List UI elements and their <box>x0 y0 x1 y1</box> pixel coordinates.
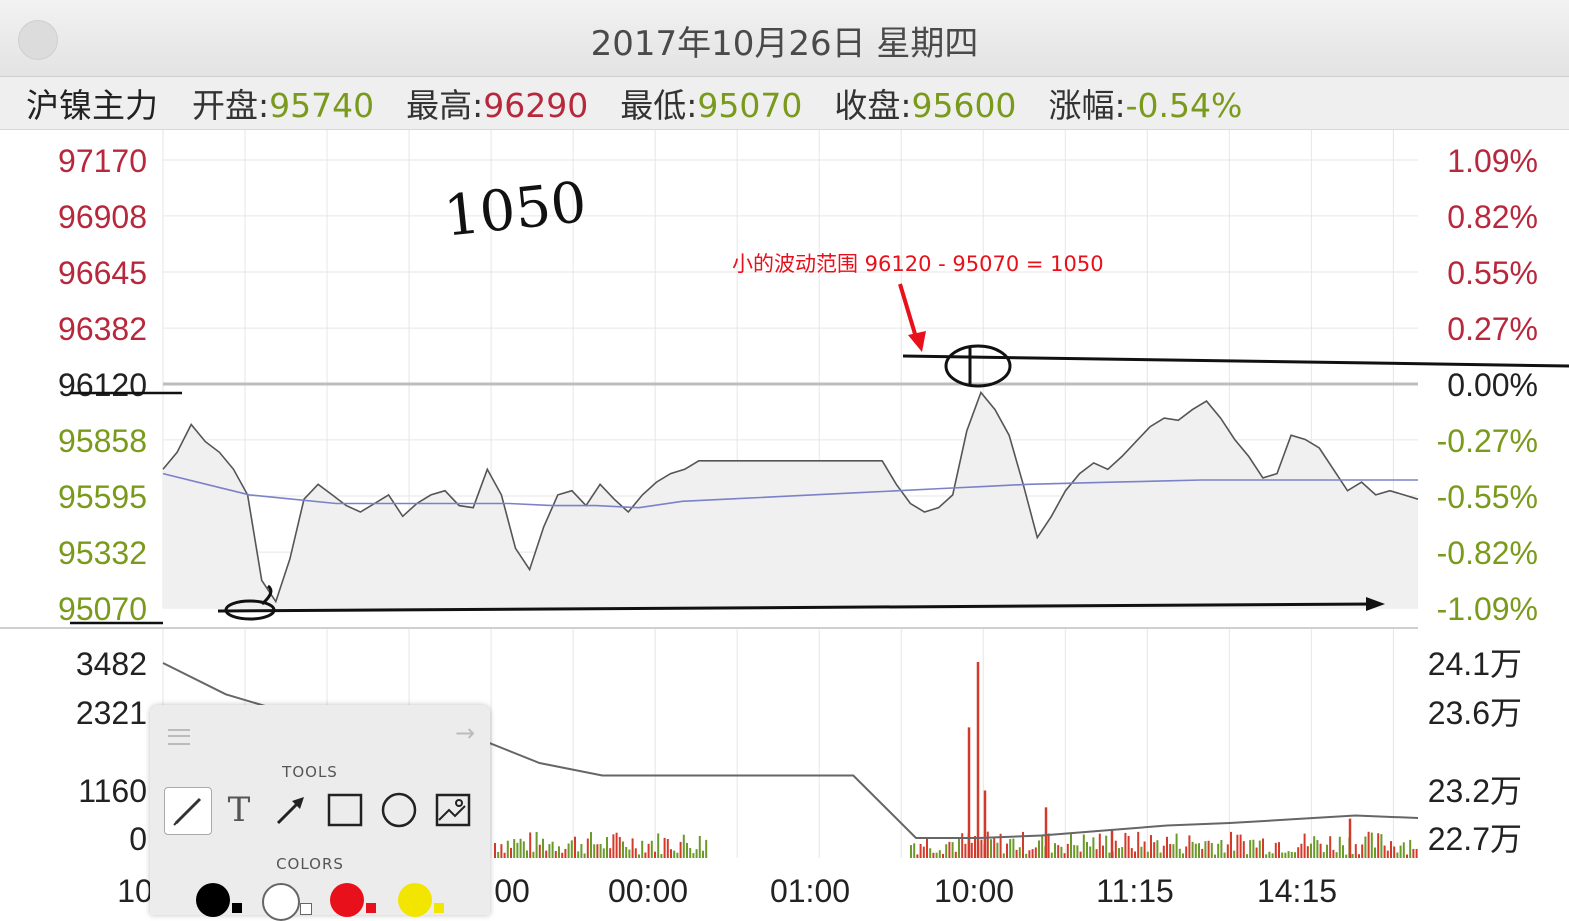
average-price-line <box>162 472 1418 509</box>
high-value: 96290 <box>483 86 589 125</box>
percent-tick-label: 0.27% <box>1447 311 1538 347</box>
change-label: 涨幅: <box>1048 86 1126 125</box>
price-line <box>162 390 1419 604</box>
low-price: 最低:95070 <box>620 79 802 127</box>
open-value: 95740 <box>269 86 375 125</box>
black-swatch-marker <box>232 903 242 913</box>
percent-tick-label: -0.55% <box>1437 479 1538 515</box>
intraday-chart[interactable]: 97170 1.09% 96908 0.82% 96645 0.55% 96382 0.27%… <box>0 130 1569 915</box>
range-annotation-text: 小的波动范围 96120 - 95070 = 1050 <box>732 252 1104 276</box>
close-label: 收盘: <box>834 86 912 125</box>
colors-label: COLORS <box>276 855 344 873</box>
handwritten-number: 1050 <box>441 170 590 250</box>
window-title: 2017年10月26日 星期四 <box>590 24 979 64</box>
open-interest-tick-label: 22.7万 <box>1428 821 1522 857</box>
time-tick-label: 00 <box>494 873 530 909</box>
percent-tick-label: -0.27% <box>1437 423 1538 459</box>
open-label: 开盘: <box>192 86 270 125</box>
rectangle-tool-button[interactable] <box>322 787 368 833</box>
support-arrowhead <box>1366 597 1385 611</box>
collapse-arrow-icon[interactable]: → <box>455 719 476 747</box>
volume-tick-label: 3482 <box>76 646 147 682</box>
time-tick-label: 11:15 <box>1096 873 1174 909</box>
red-arrowhead <box>908 331 926 352</box>
price-tick-label: 95595 <box>58 479 147 515</box>
symbol-name: 沪镍主力 <box>26 86 158 125</box>
arrow-tool-button[interactable] <box>268 787 314 833</box>
percent-tick-label: 0.82% <box>1447 199 1538 235</box>
time-tick-label: 10 <box>117 873 153 909</box>
price-tick-label: 95858 <box>58 423 147 459</box>
price-tick-label: 96645 <box>58 255 147 291</box>
percent-tick-label: -0.82% <box>1437 535 1538 571</box>
close-value: 95600 <box>911 86 1017 125</box>
quote-info-bar: 沪镍主力 开盘:95740 最高:96290 最低:95070 收盘:95600… <box>0 77 1569 130</box>
rectangle-icon <box>327 793 363 827</box>
support-line <box>217 602 1376 613</box>
black-color-swatch[interactable] <box>196 883 230 917</box>
red-color-swatch[interactable] <box>330 883 364 917</box>
pen-tool-button[interactable] <box>164 787 212 835</box>
low-circle-hook <box>261 584 273 606</box>
price-tick-label: 96908 <box>58 199 147 235</box>
low-label: 最低: <box>620 86 698 125</box>
arrow-icon <box>276 797 304 825</box>
change-value: -0.54% <box>1125 86 1243 125</box>
ellipse-icon <box>381 792 417 828</box>
yellow-color-swatch[interactable] <box>398 883 432 917</box>
window-titlebar: 2017年10月26日 星期四 <box>0 0 1569 77</box>
price-area-fill <box>163 392 1418 608</box>
percent-tick-label: 1.09% <box>1447 143 1538 179</box>
drag-handle-icon[interactable] <box>168 729 190 745</box>
time-tick-label: 00:00 <box>608 873 688 909</box>
red-swatch-marker <box>366 903 376 913</box>
low-circle <box>224 599 276 621</box>
pen-icon <box>173 797 202 826</box>
time-tick-label: 10:00 <box>934 873 1014 909</box>
volume-tick-label: 2321 <box>76 695 147 731</box>
price-tick-label: 95332 <box>58 535 147 571</box>
price-tick-label: 95070 <box>58 591 147 627</box>
open-price: 开盘:95740 <box>192 79 374 127</box>
time-tick-label: 01:00 <box>770 873 850 909</box>
text-tool-glyph: T <box>227 790 251 830</box>
high-circle <box>944 344 1012 388</box>
low-value: 95070 <box>697 86 803 125</box>
volume-tick-label: 0 <box>129 821 147 857</box>
drawing-tools-panel[interactable]: → TOOLS T COLORS <box>150 705 490 921</box>
image-icon <box>435 793 471 827</box>
tools-label: TOOLS <box>282 763 338 781</box>
image-tool-button[interactable] <box>430 787 476 833</box>
high-price: 最高:96290 <box>406 79 588 127</box>
time-tick-label: 14:15 <box>1257 873 1337 909</box>
open-interest-tick-label: 23.6万 <box>1428 695 1522 731</box>
price-tick-label: 96120 <box>58 367 147 403</box>
percent-tick-label: 0.55% <box>1447 255 1538 291</box>
high-label: 最高: <box>406 86 484 125</box>
price-tick-label: 96382 <box>58 311 147 347</box>
close-price: 收盘:95600 <box>834 79 1016 127</box>
white-color-swatch[interactable] <box>262 883 300 921</box>
percent-tick-label: 0.00% <box>1447 367 1538 403</box>
open-interest-tick-label: 24.1万 <box>1428 646 1522 682</box>
percent-tick-label: -1.09% <box>1437 591 1538 627</box>
resistance-line <box>902 354 1569 368</box>
text-tool-button[interactable]: T <box>216 787 262 833</box>
yellow-swatch-marker <box>434 903 444 913</box>
price-tick-label: 97170 <box>58 143 147 179</box>
white-swatch-marker <box>300 903 312 915</box>
change-percent: 涨幅:-0.54% <box>1048 79 1242 127</box>
open-interest-tick-label: 23.2万 <box>1428 773 1522 809</box>
chart-svg[interactable]: 97170 1.09% 96908 0.82% 96645 0.55% 96382 0.27%… <box>0 130 1569 915</box>
volume-tick-label: 1160 <box>78 773 147 809</box>
window-close-button[interactable] <box>18 20 58 60</box>
ellipse-tool-button[interactable] <box>376 787 422 833</box>
